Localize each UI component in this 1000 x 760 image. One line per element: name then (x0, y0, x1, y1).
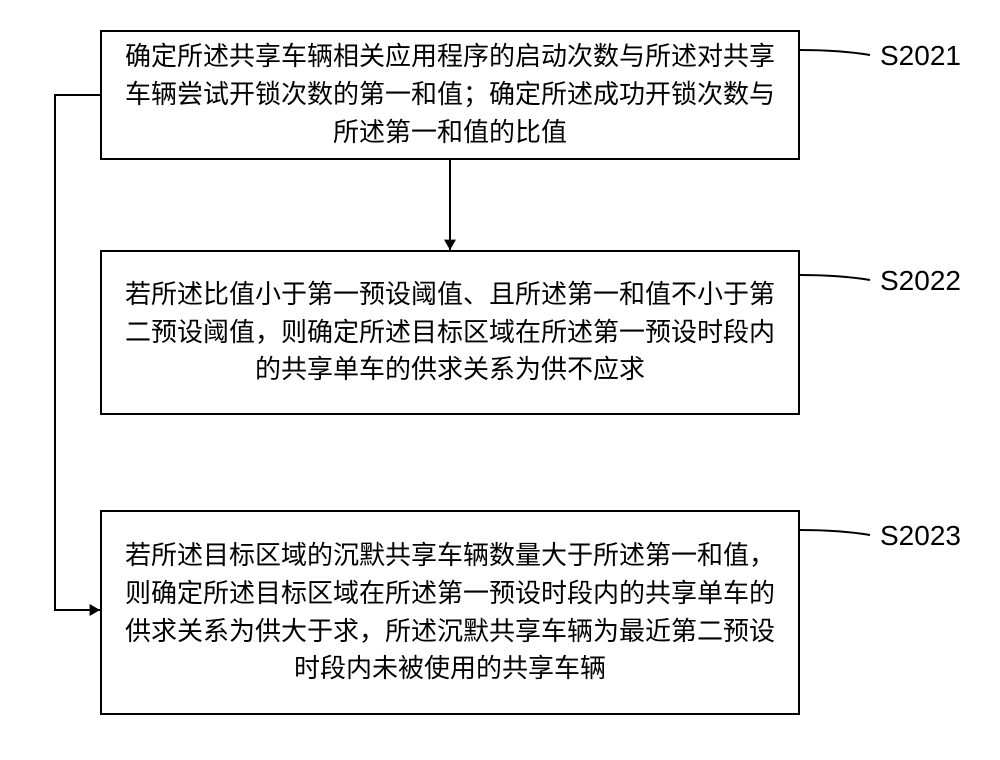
edges-svg (0, 0, 1000, 760)
flowchart-container: 确定所述共享车辆相关应用程序的启动次数与所述对共享车辆尝试开锁次数的第一和值；确… (0, 0, 1000, 760)
